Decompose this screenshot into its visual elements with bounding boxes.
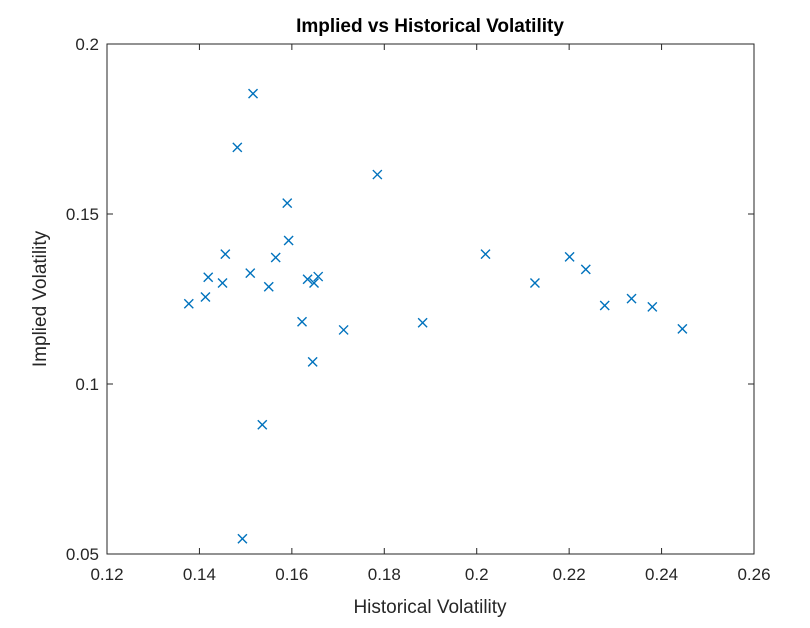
marker-stroke xyxy=(183,298,194,309)
x-tick-label: 0.24 xyxy=(645,565,678,584)
x-tick-label: 0.18 xyxy=(368,565,401,584)
marker-stroke xyxy=(338,324,349,335)
marker-stroke xyxy=(580,264,591,275)
data-point-marker xyxy=(282,198,293,209)
marker-stroke xyxy=(217,278,228,289)
data-point-marker xyxy=(313,271,324,282)
data-point-marker xyxy=(257,419,268,430)
x-tick-label: 0.16 xyxy=(275,565,308,584)
y-axis-label: Implied Volatility xyxy=(30,230,51,367)
marker-stroke xyxy=(302,274,313,285)
data-point-marker xyxy=(203,272,214,283)
y-tick-label: 0.15 xyxy=(66,205,99,224)
data-point-marker xyxy=(232,142,243,153)
marker-stroke xyxy=(372,169,383,180)
x-tick-label: 0.2 xyxy=(465,565,489,584)
data-point-marker xyxy=(183,298,194,309)
marker-stroke xyxy=(220,249,231,260)
marker-stroke xyxy=(564,251,575,262)
marker-stroke xyxy=(203,272,214,283)
data-point-marker xyxy=(647,301,658,312)
data-point-marker xyxy=(307,356,318,367)
data-point-marker xyxy=(599,300,610,311)
y-tick-label: 0.1 xyxy=(75,375,99,394)
x-tick-label: 0.12 xyxy=(90,565,123,584)
data-point-marker xyxy=(372,169,383,180)
marker-stroke xyxy=(599,300,610,311)
data-point-marker xyxy=(220,249,231,260)
marker-stroke xyxy=(237,533,248,544)
y-tick-label: 0.2 xyxy=(75,35,99,54)
marker-stroke xyxy=(257,419,268,430)
marker-stroke xyxy=(283,235,294,246)
marker-stroke xyxy=(263,281,274,292)
data-point-marker xyxy=(200,291,211,302)
data-point-marker xyxy=(309,278,320,289)
x-tick-label: 0.26 xyxy=(737,565,770,584)
marker-stroke xyxy=(232,142,243,153)
marker-stroke xyxy=(200,291,211,302)
marker-stroke xyxy=(248,88,259,99)
plot-area: 0.12 0.14 0.16 0.18 0.2 0.22 0.24 0.26 0.05 0.1 0.… xyxy=(66,35,771,584)
marker-stroke xyxy=(309,278,320,289)
x-tick-label: 0.22 xyxy=(553,565,586,584)
marker-stroke xyxy=(297,316,308,327)
data-point-marker xyxy=(677,323,688,334)
data-point-marker xyxy=(217,278,228,289)
data-point-marker xyxy=(480,249,491,260)
data-point-marker xyxy=(245,268,256,279)
data-point-marker xyxy=(270,252,281,263)
data-point-marker xyxy=(263,281,274,292)
x-tick-label: 0.14 xyxy=(183,565,216,584)
marker-stroke xyxy=(282,198,293,209)
data-point-marker xyxy=(248,88,259,99)
data-point-marker xyxy=(297,316,308,327)
marker-stroke xyxy=(529,278,540,289)
marker-stroke xyxy=(245,268,256,279)
marker-stroke xyxy=(270,252,281,263)
data-point-marker xyxy=(283,235,294,246)
data-point-marker xyxy=(564,251,575,262)
marker-stroke xyxy=(647,301,658,312)
marker-stroke xyxy=(417,317,428,328)
axes-box xyxy=(106,43,755,555)
data-point-marker xyxy=(338,324,349,335)
marker-stroke xyxy=(307,356,318,367)
data-point-marker xyxy=(626,293,637,304)
data-point-marker xyxy=(237,533,248,544)
data-point-marker xyxy=(417,317,428,328)
marker-stroke xyxy=(480,249,491,260)
x-axis-label: Historical Volatility xyxy=(353,597,507,618)
data-point-marker xyxy=(302,274,313,285)
marker-stroke xyxy=(626,293,637,304)
marker-stroke xyxy=(677,323,688,334)
y-tick-label: 0.05 xyxy=(66,545,99,564)
marker-stroke xyxy=(313,271,324,282)
data-point-marker xyxy=(580,264,591,275)
chart-title: Implied vs Historical Volatility xyxy=(296,16,564,37)
data-point-marker xyxy=(529,278,540,289)
